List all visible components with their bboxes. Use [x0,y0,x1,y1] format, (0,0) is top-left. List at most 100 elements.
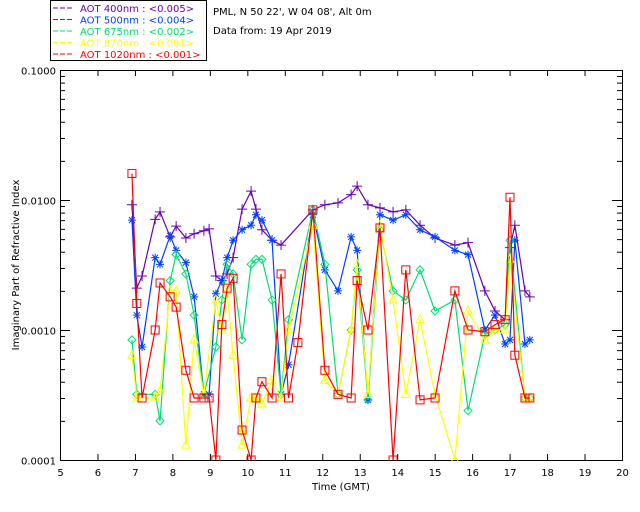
data-point-square [150,325,160,335]
x-tick-label: 15 [429,468,442,479]
data-point-asterisk [416,225,425,234]
data-point-square [165,292,175,302]
data-point-asterisk [480,326,489,334]
data-point-diamond [415,265,425,275]
x-tick-label: 6 [95,468,101,479]
data-point-triangle [320,374,330,384]
data-point-triangle [246,391,256,402]
data-point-square [480,327,490,337]
data-point-diamond [320,259,330,270]
data-point-triangle [127,349,137,359]
data-point-asterisk [211,289,220,298]
data-point-square [276,269,286,279]
data-point-plus [155,206,166,217]
data-point-triangle [257,397,267,408]
data-point-plus [388,206,399,217]
legend-entry: AOT 500nm : <0.004> [80,16,194,27]
data-point-triangle [451,453,459,461]
data-point-square [510,350,520,360]
data-point-triangle [520,391,530,402]
data-point-plus [210,271,221,282]
data-point-plus [352,181,363,192]
data-point-square [401,265,411,275]
data-point-triangle [165,284,175,295]
data-point-plus [276,240,287,251]
data-point-diamond [222,259,232,270]
data-point-triangle [401,388,411,398]
series-0 [126,181,535,325]
data-point-triangle [480,333,490,344]
legend: AOT 400nm : <0.005>AOT 500nm : <0.004>AO… [50,0,207,61]
data-point-asterisk [490,311,499,320]
data-point-triangle [363,388,373,398]
data-point-triangle [155,384,165,395]
data-point-square [500,315,510,325]
x-tick-label: 16 [466,468,479,479]
data-point-asterisk [520,340,529,349]
x-tick-label: 20 [616,468,629,479]
data-point-triangle [237,439,247,449]
data-point-plus [204,223,215,234]
data-point-square [204,393,214,403]
legend-entry: AOT 870nm : <0.001> [80,39,194,50]
data-point-diamond [181,269,191,279]
data-point-plus [137,271,148,282]
data-point-asterisk [353,246,362,255]
data-point-asterisk [156,260,165,269]
data-point-triangle [388,293,398,304]
legend-entry: AOT 1020nm : <0.001> [80,50,200,61]
data-point-square [181,365,191,375]
data-point-asterisk [166,231,175,240]
data-point-triangle [267,374,277,384]
data-point-diamond [463,405,473,416]
data-point-square [430,393,440,403]
data-point-square [228,273,238,283]
data-point-square [257,377,267,387]
data-point-triangle [131,391,142,402]
data-point-square [217,320,227,330]
data-point-square [251,393,261,403]
data-point-triangle [276,391,286,402]
y-tick-label: 0.0010 [21,327,56,338]
x-tick-label: 17 [504,468,517,479]
data-point-square [293,338,303,348]
data-point-diamond [257,254,267,264]
series-line [131,173,530,461]
legend-box [50,0,207,61]
series-line [131,225,530,461]
data-point-square [199,393,209,403]
data-point-square [237,425,247,435]
data-point-asterisk [190,292,199,301]
data-point-plus [189,228,200,239]
x-tick-label: 12 [316,468,329,479]
series-2 [127,205,535,426]
data-point-plus [198,225,209,236]
data-point-asterisk [510,236,519,245]
data-point-asterisk [334,286,343,295]
data-point-plus [237,204,248,215]
data-point-square [388,455,398,461]
data-point-plus [256,224,267,235]
data-point-triangle [211,293,221,304]
data-point-square [363,325,373,335]
data-point-asterisk [217,276,226,285]
data-point-square [352,276,362,286]
x-tick-label: 9 [207,468,213,479]
data-point-square [189,393,199,403]
x-tick-label: 8 [170,468,176,479]
data-point-triangle [283,323,294,334]
data-point-asterisk [505,335,514,344]
data-point-asterisk [431,232,440,241]
data-point-square [211,455,221,461]
data-point-plus [180,233,191,244]
data-point-asterisk [181,258,190,267]
x-tick-label: 11 [279,468,292,479]
data-point-square [463,325,473,335]
data-point-asterisk [151,253,160,262]
data-point-asterisk [138,343,147,351]
data-point-triangle [333,388,343,398]
data-point-plus [509,220,520,231]
header-location: PML, N 50 22', W 04 08', Alt 0m [213,7,372,18]
data-point-asterisk [251,210,260,219]
